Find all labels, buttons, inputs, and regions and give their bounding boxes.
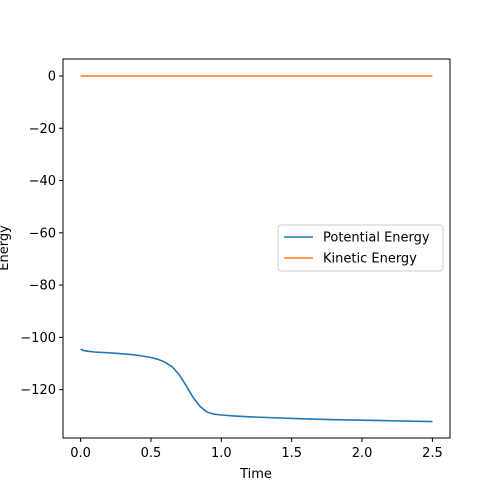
legend-label-0: Potential Energy (323, 231, 430, 246)
x-tick-label: 0.5 (141, 446, 162, 461)
x-tick-label: 1.0 (211, 446, 232, 461)
x-tick-label: 2.0 (352, 446, 373, 461)
y-tick-label: −40 (29, 174, 56, 189)
y-tick-label: −100 (20, 331, 56, 346)
y-tick-label: −20 (29, 122, 56, 137)
plot-content (80, 75, 433, 423)
y-axis-title: Energy (0, 225, 12, 271)
y-tick-label: −80 (29, 279, 56, 294)
y-tick-label: 0 (48, 69, 56, 84)
series-line-0 (80, 348, 433, 423)
legend: Potential Energy Kinetic Energy (277, 224, 444, 272)
x-tick-label: 2.5 (422, 446, 443, 461)
y-tick-label: −120 (20, 383, 56, 398)
axes-frame (62, 58, 451, 439)
axes: 0.0 0.5 1.0 1.5 2.0 2.5 0 −20 −40 −60 −80 −100 −120 (20, 58, 451, 461)
legend-label-1: Kinetic Energy (323, 252, 417, 267)
x-axis-title: Time (239, 467, 272, 482)
x-tick-label: 0.0 (70, 446, 91, 461)
x-tick-label: 1.5 (281, 446, 302, 461)
legend-box (277, 224, 444, 272)
y-tick-label: −60 (29, 226, 56, 241)
